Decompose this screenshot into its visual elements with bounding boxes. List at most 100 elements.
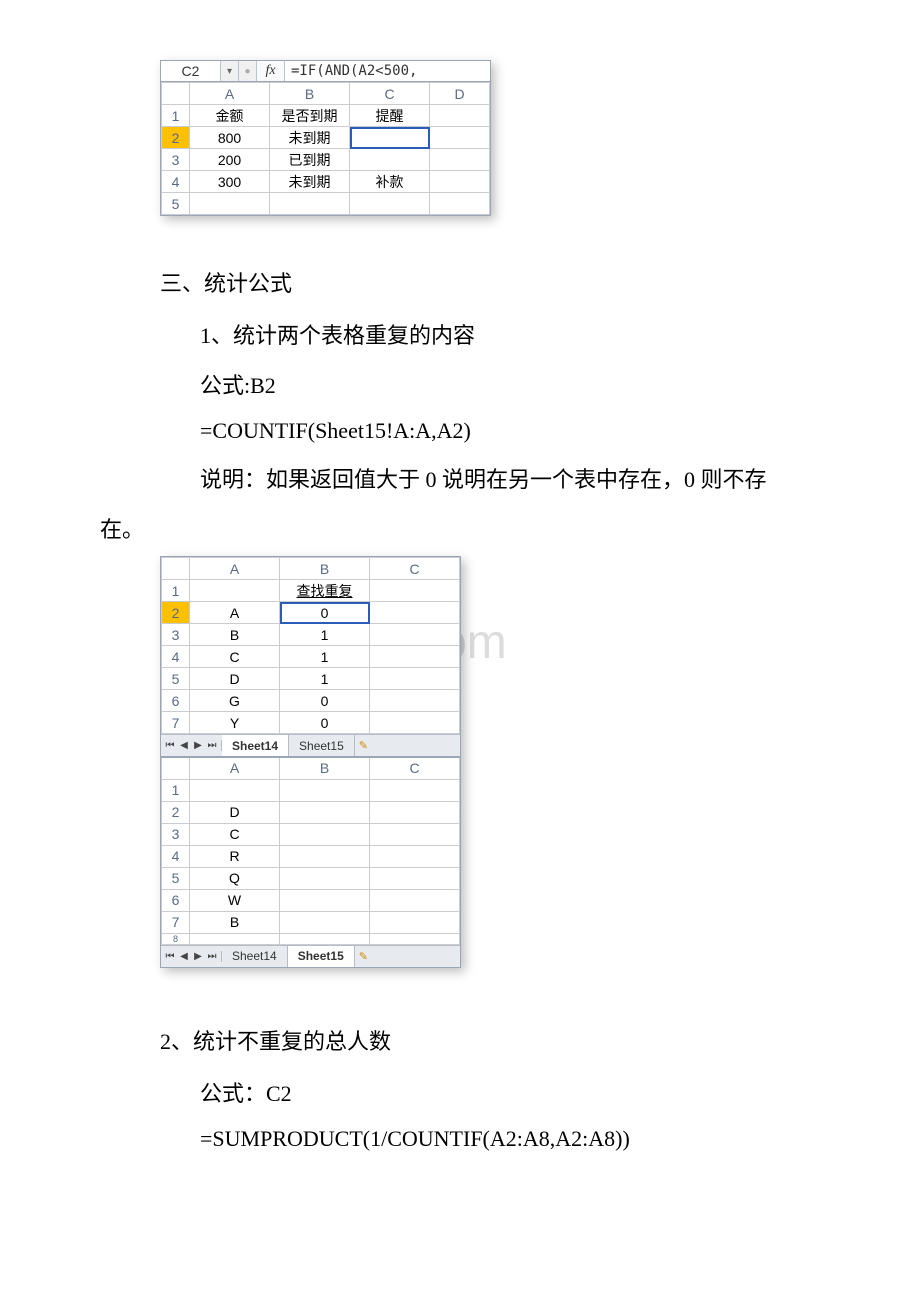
tab-nav-last-icon[interactable]: ⏭ bbox=[205, 740, 219, 751]
cell[interactable] bbox=[190, 193, 270, 215]
tab-nav-next-icon[interactable]: ▶ bbox=[191, 740, 205, 751]
row-header[interactable]: 1 bbox=[162, 580, 190, 602]
col-header[interactable]: C bbox=[370, 558, 460, 580]
cell-selected[interactable] bbox=[350, 127, 430, 149]
cell[interactable] bbox=[370, 712, 460, 734]
cell[interactable] bbox=[370, 823, 460, 845]
row-header[interactable]: 8 bbox=[162, 933, 190, 944]
cell[interactable]: 补款 bbox=[350, 171, 430, 193]
formula-input[interactable]: =IF(AND(A2<500, bbox=[285, 61, 490, 81]
cell[interactable] bbox=[280, 801, 370, 823]
cell[interactable]: 是否到期 bbox=[270, 105, 350, 127]
cell[interactable]: 金额 bbox=[190, 105, 270, 127]
tab-sheet15[interactable]: Sheet15 bbox=[289, 735, 355, 756]
tab-nav-last-icon[interactable]: ⏭ bbox=[205, 951, 219, 962]
row-header[interactable]: 7 bbox=[162, 712, 190, 734]
cell[interactable]: 800 bbox=[190, 127, 270, 149]
cell[interactable] bbox=[370, 602, 460, 624]
cell[interactable]: 查找重复 bbox=[280, 580, 370, 602]
row-header[interactable]: 3 bbox=[162, 624, 190, 646]
cell[interactable] bbox=[280, 933, 370, 944]
row-header[interactable]: 2 bbox=[162, 127, 190, 149]
cell[interactable]: C bbox=[190, 823, 280, 845]
cell[interactable] bbox=[370, 911, 460, 933]
select-all-corner[interactable] bbox=[162, 757, 190, 779]
cell[interactable]: C bbox=[190, 646, 280, 668]
fx-icon[interactable]: fx bbox=[257, 61, 285, 81]
row-header[interactable]: 5 bbox=[162, 668, 190, 690]
cell[interactable] bbox=[280, 823, 370, 845]
cell-selected[interactable]: 0 bbox=[280, 602, 370, 624]
insert-sheet-icon[interactable]: ✎ bbox=[355, 950, 368, 963]
cell[interactable] bbox=[280, 867, 370, 889]
col-header[interactable]: D bbox=[430, 83, 490, 105]
tab-nav-prev-icon[interactable]: ◀ bbox=[177, 951, 191, 962]
tab-nav-first-icon[interactable]: ⏮ bbox=[163, 951, 177, 962]
col-header[interactable]: C bbox=[370, 757, 460, 779]
cell[interactable]: 1 bbox=[280, 624, 370, 646]
cell[interactable] bbox=[430, 127, 490, 149]
cell[interactable] bbox=[350, 149, 430, 171]
cell[interactable]: 0 bbox=[280, 690, 370, 712]
cell[interactable]: D bbox=[190, 668, 280, 690]
cell[interactable]: Q bbox=[190, 867, 280, 889]
cell[interactable] bbox=[430, 149, 490, 171]
cell[interactable] bbox=[370, 845, 460, 867]
select-all-corner[interactable] bbox=[162, 558, 190, 580]
cell[interactable]: 提醒 bbox=[350, 105, 430, 127]
col-header[interactable]: B bbox=[280, 757, 370, 779]
row-header[interactable]: 5 bbox=[162, 867, 190, 889]
name-box[interactable]: C2 bbox=[161, 61, 221, 81]
row-header[interactable]: 1 bbox=[162, 779, 190, 801]
row-header[interactable]: 1 bbox=[162, 105, 190, 127]
cell[interactable] bbox=[430, 193, 490, 215]
cell[interactable]: B bbox=[190, 624, 280, 646]
cell[interactable]: 1 bbox=[280, 646, 370, 668]
row-header[interactable]: 4 bbox=[162, 845, 190, 867]
cell[interactable]: 0 bbox=[280, 712, 370, 734]
row-header[interactable]: 4 bbox=[162, 171, 190, 193]
cell[interactable]: 未到期 bbox=[270, 127, 350, 149]
cell[interactable]: A bbox=[190, 602, 280, 624]
cell[interactable] bbox=[270, 193, 350, 215]
cell[interactable]: 姓名 bbox=[190, 580, 280, 602]
row-header[interactable]: 5 bbox=[162, 193, 190, 215]
cell[interactable] bbox=[370, 889, 460, 911]
cell[interactable] bbox=[370, 646, 460, 668]
col-header[interactable]: A bbox=[190, 558, 280, 580]
cell[interactable]: 1 bbox=[280, 668, 370, 690]
cell[interactable]: 300 bbox=[190, 171, 270, 193]
cell[interactable] bbox=[280, 911, 370, 933]
tab-nav-first-icon[interactable]: ⏮ bbox=[163, 740, 177, 751]
namebox-dropdown-icon[interactable]: ▾ bbox=[221, 61, 239, 81]
row-header[interactable]: 4 bbox=[162, 646, 190, 668]
cell[interactable]: 已到期 bbox=[270, 149, 350, 171]
cell[interactable]: B bbox=[190, 911, 280, 933]
cell[interactable] bbox=[370, 580, 460, 602]
cell[interactable]: G bbox=[190, 690, 280, 712]
cell[interactable] bbox=[370, 867, 460, 889]
cell[interactable]: 未到期 bbox=[270, 171, 350, 193]
row-header[interactable]: 6 bbox=[162, 889, 190, 911]
cell[interactable]: D bbox=[190, 801, 280, 823]
cell[interactable]: 200 bbox=[190, 149, 270, 171]
col-header[interactable]: A bbox=[190, 757, 280, 779]
cell[interactable] bbox=[430, 105, 490, 127]
tab-nav-prev-icon[interactable]: ◀ bbox=[177, 740, 191, 751]
cell[interactable] bbox=[370, 668, 460, 690]
tab-sheet14[interactable]: Sheet14 bbox=[222, 735, 289, 756]
row-header[interactable]: 2 bbox=[162, 602, 190, 624]
col-header[interactable]: B bbox=[280, 558, 370, 580]
tab-nav-next-icon[interactable]: ▶ bbox=[191, 951, 205, 962]
cell[interactable] bbox=[280, 845, 370, 867]
row-header[interactable]: 7 bbox=[162, 911, 190, 933]
cell[interactable] bbox=[370, 624, 460, 646]
tab-sheet14[interactable]: Sheet14 bbox=[222, 946, 288, 967]
cell[interactable]: W bbox=[190, 889, 280, 911]
col-header[interactable]: B bbox=[270, 83, 350, 105]
cell[interactable] bbox=[190, 933, 280, 944]
insert-sheet-icon[interactable]: ✎ bbox=[355, 739, 368, 752]
row-header[interactable]: 2 bbox=[162, 801, 190, 823]
col-header[interactable]: C bbox=[350, 83, 430, 105]
cell[interactable] bbox=[430, 171, 490, 193]
